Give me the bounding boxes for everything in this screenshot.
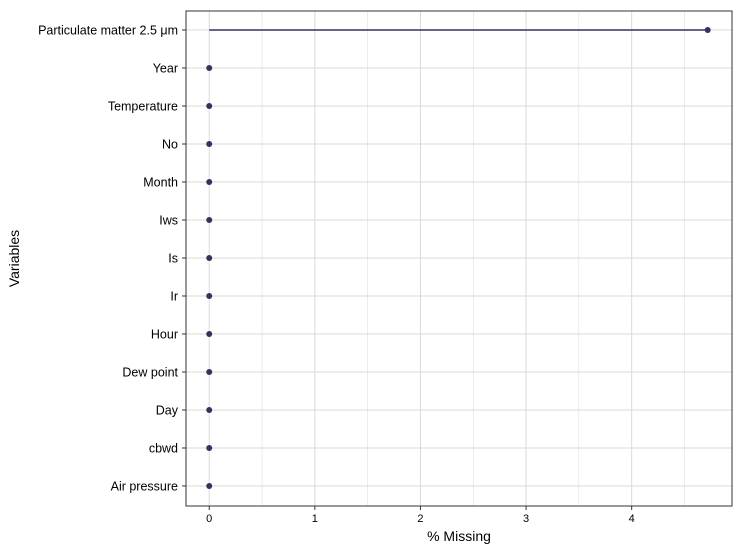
y-axis-title: Variables bbox=[6, 230, 22, 287]
lollipop-point bbox=[206, 369, 213, 375]
y-tick-label: No bbox=[162, 138, 178, 152]
lollipop-point bbox=[206, 483, 213, 489]
lollipop-point bbox=[206, 217, 213, 223]
y-tick-label: Month bbox=[143, 176, 178, 190]
y-tick-label: Dew point bbox=[122, 366, 178, 380]
y-tick-label: Is bbox=[168, 252, 178, 266]
lollipop-point bbox=[206, 445, 213, 451]
y-tick-label: Day bbox=[156, 404, 179, 418]
lollipop-point bbox=[206, 65, 213, 71]
x-tick-label: 2 bbox=[417, 513, 423, 525]
lollipop-point bbox=[206, 331, 213, 337]
x-tick-label: 0 bbox=[206, 513, 212, 525]
y-tick-label: Hour bbox=[151, 328, 178, 342]
y-tick-label: Year bbox=[153, 62, 178, 76]
x-tick-label: 3 bbox=[523, 513, 529, 525]
lollipop-point bbox=[206, 103, 213, 109]
lollipop-point bbox=[704, 27, 711, 33]
x-axis-ticks: 0 1 2 3 4 bbox=[206, 506, 635, 525]
lollipop-points bbox=[206, 27, 711, 489]
y-axis-ticks: Particulate matter 2.5 μm Year Temperature… bbox=[38, 24, 186, 494]
y-tick-label: Iws bbox=[159, 214, 178, 228]
y-tick-label: Temperature bbox=[108, 100, 178, 114]
y-tick-label: cbwd bbox=[149, 442, 178, 456]
y-tick-label: Particulate matter 2.5 μm bbox=[38, 24, 178, 38]
x-axis-title: % Missing bbox=[427, 528, 491, 544]
x-tick-label: 1 bbox=[312, 513, 318, 525]
lollipop-point bbox=[206, 293, 213, 299]
lollipop-point bbox=[206, 407, 213, 413]
grid-layer bbox=[186, 11, 732, 506]
x-tick-label: 4 bbox=[629, 513, 635, 525]
lollipop-point bbox=[206, 255, 213, 261]
lollipop-point bbox=[206, 179, 213, 185]
lollipop-segments bbox=[209, 29, 708, 31]
lollipop-point bbox=[206, 141, 213, 147]
y-tick-label: Air pressure bbox=[111, 480, 178, 494]
y-tick-label: Ir bbox=[170, 290, 178, 304]
